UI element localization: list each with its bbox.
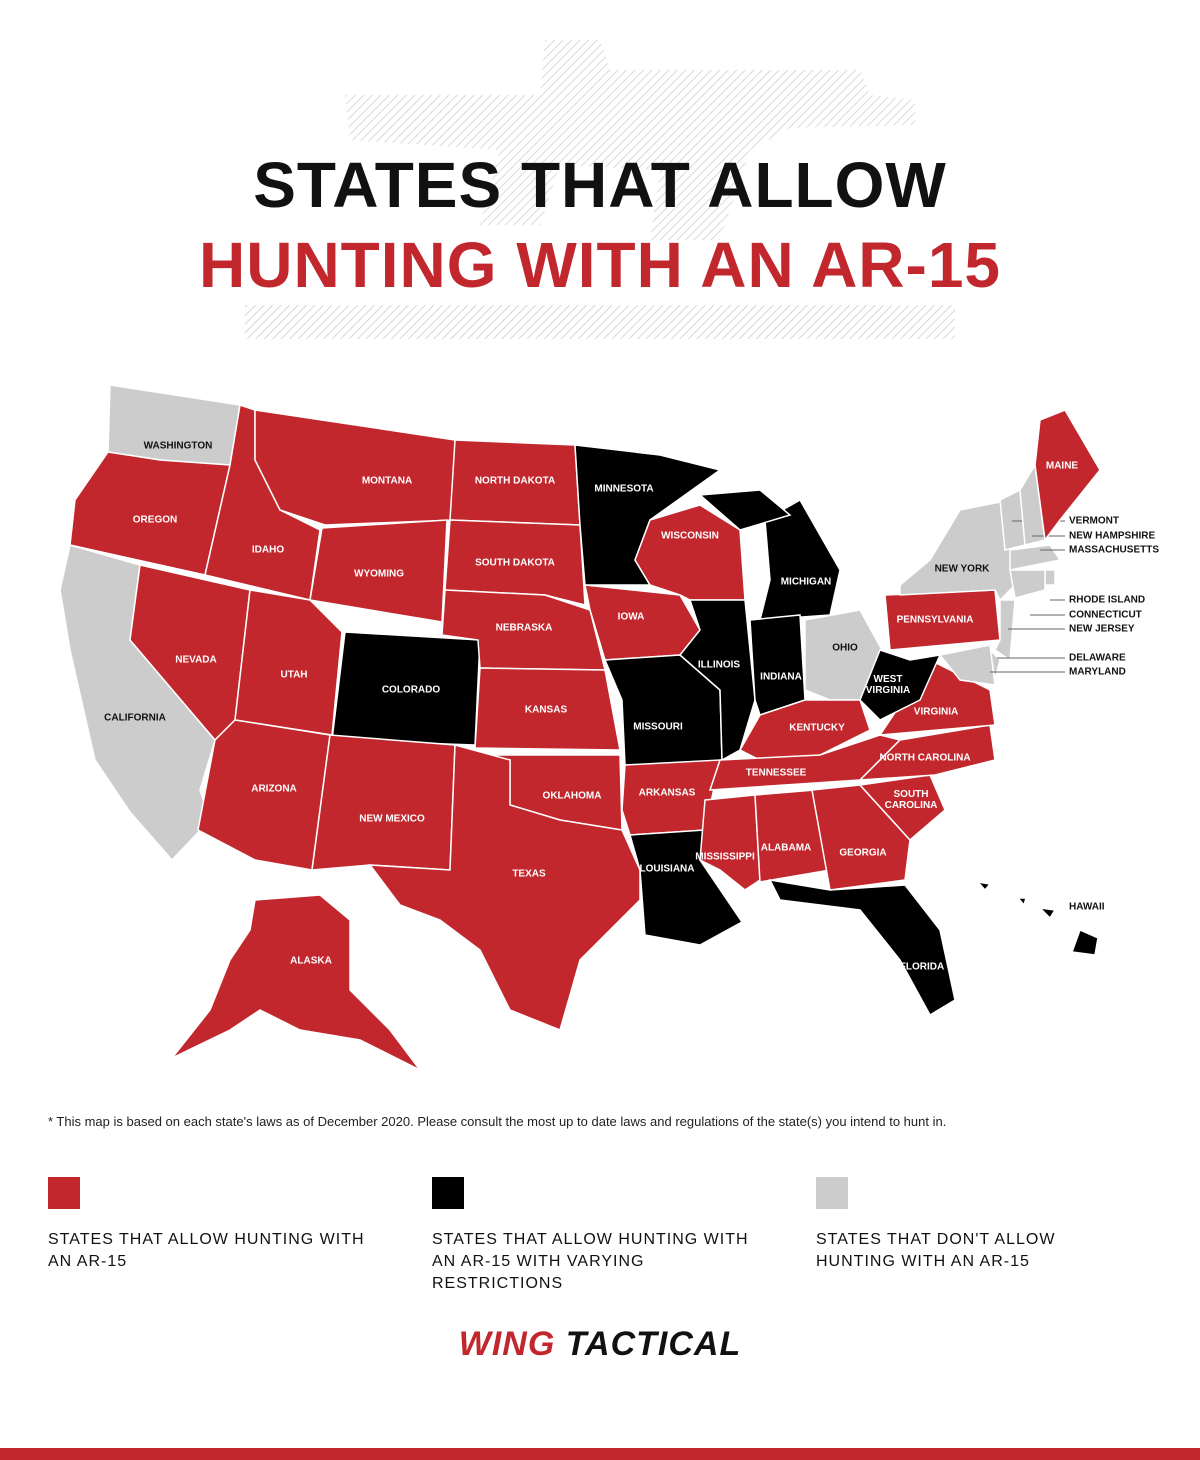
state <box>994 599 1016 662</box>
legend-swatch <box>816 1177 848 1209</box>
state-label: MINNESOTA <box>594 483 654 495</box>
state <box>254 409 456 526</box>
state-label: NEVADA <box>175 654 217 666</box>
state-label: CONNECTICUT <box>1069 609 1142 621</box>
state-label: MISSISSIPPI <box>695 851 755 863</box>
legend-label: STATES THAT DON'T ALLOW HUNTING WITH AN … <box>816 1231 1056 1270</box>
state-label: LOUISIANA <box>639 863 695 875</box>
state-label: ALASKA <box>290 955 332 967</box>
state <box>1034 409 1101 542</box>
state-label: NEBRASKA <box>495 622 553 634</box>
state-label: INDIANA <box>760 671 802 683</box>
state-label: NORTH CAROLINA <box>879 752 971 764</box>
state <box>811 784 911 891</box>
state-label: ARKANSAS <box>638 787 696 799</box>
state-label: KENTUCKY <box>789 722 845 734</box>
state-label: MISSOURI <box>633 721 683 733</box>
state-label: MONTANA <box>361 475 413 487</box>
state-label: MICHIGAN <box>780 576 832 588</box>
state <box>107 384 241 466</box>
state-label: WASHINGTON <box>143 440 213 452</box>
decoration <box>245 40 955 339</box>
footnote: * This map is based on each state's laws… <box>48 1114 947 1129</box>
subtitle: HUNTING WITH AN AR-15 <box>199 229 1001 301</box>
state-label: TEXAS <box>512 868 546 880</box>
state <box>698 489 792 531</box>
legend-item: STATES THAT ALLOW HUNTING WITH AN AR-15 … <box>432 1177 752 1295</box>
state-label: MASSACHUSETTS <box>1069 544 1160 556</box>
logo-part: WING <box>458 1325 556 1363</box>
state-label: DELAWARE <box>1069 652 1126 664</box>
state-label: IDAHO <box>251 544 285 556</box>
title: STATES THAT ALLOW <box>253 149 947 221</box>
state-label: FLORIDA <box>899 961 945 973</box>
legend-item: STATES THAT DON'T ALLOW HUNTING WITH AN … <box>816 1177 1136 1273</box>
state <box>938 644 996 686</box>
state-label: WISCONSIN <box>661 530 719 542</box>
state-label: VIRGINIA <box>913 706 959 718</box>
state-label: ARIZONA <box>251 783 297 795</box>
state <box>311 734 456 871</box>
state <box>976 880 992 892</box>
state-label: NEW MEXICO <box>359 813 425 825</box>
state-label: HAWAII <box>1069 901 1105 913</box>
state <box>171 894 421 1071</box>
legend-label: STATES THAT ALLOW HUNTING WITH AN AR-15 <box>48 1231 365 1270</box>
state-label: WYOMING <box>354 568 404 580</box>
state-label: SOUTH DAKOTA <box>475 557 555 569</box>
state-label: OHIO <box>832 642 858 654</box>
state-label: COLORADO <box>381 684 441 696</box>
state <box>1070 928 1099 956</box>
state <box>1044 569 1056 586</box>
state <box>899 499 1016 602</box>
state-label: ILLINOIS <box>697 659 741 671</box>
state <box>444 519 586 606</box>
map <box>59 384 1101 1071</box>
legend-swatch <box>432 1177 464 1209</box>
state-label: SOUTH CAROLINA <box>884 789 938 811</box>
state <box>858 724 996 781</box>
state <box>1009 544 1062 571</box>
state <box>1009 569 1046 599</box>
logo: WING TACTICAL <box>0 1325 1200 1364</box>
state <box>749 614 806 716</box>
state <box>858 774 946 842</box>
state-label: TENNESSEE <box>745 767 807 779</box>
state-label: IOWA <box>617 611 645 623</box>
state <box>1016 897 1027 907</box>
legend-item: STATES THAT ALLOW HUNTING WITH AN AR-15 <box>48 1177 368 1273</box>
state-label: PENNSYLVANIA <box>896 614 974 626</box>
legend-label: STATES THAT ALLOW HUNTING WITH AN AR-15 … <box>432 1231 749 1292</box>
state-label: MARYLAND <box>1069 666 1126 678</box>
state-label: WEST VIRGINIA <box>865 674 911 696</box>
state <box>368 744 641 1032</box>
state-label: OREGON <box>132 514 178 526</box>
state-label: CALIFORNIA <box>104 712 166 724</box>
state-label: RHODE ISLAND <box>1069 594 1146 606</box>
legend-swatch <box>48 1177 80 1209</box>
state-label: NORTH DAKOTA <box>474 475 556 487</box>
state-label: NEW JERSEY <box>1069 623 1135 635</box>
state-label: NEW YORK <box>934 563 990 575</box>
state <box>309 519 448 623</box>
state-label: OKLAHOMA <box>542 790 602 802</box>
state-label: NEW HAMPSHIRE <box>1069 530 1156 542</box>
state <box>474 667 621 751</box>
state-label: MAINE <box>1045 460 1079 472</box>
state <box>768 879 956 1017</box>
state-label: GEORGIA <box>839 847 887 859</box>
logo-part: TACTICAL <box>565 1325 742 1363</box>
state <box>197 719 331 871</box>
state <box>1037 906 1057 920</box>
footer-bar <box>0 1448 1200 1460</box>
state-label: VERMONT <box>1069 515 1119 527</box>
state-label: UTAH <box>280 669 308 681</box>
state <box>234 589 343 736</box>
state-label: KANSAS <box>524 704 568 716</box>
state-label: ALABAMA <box>760 842 812 854</box>
